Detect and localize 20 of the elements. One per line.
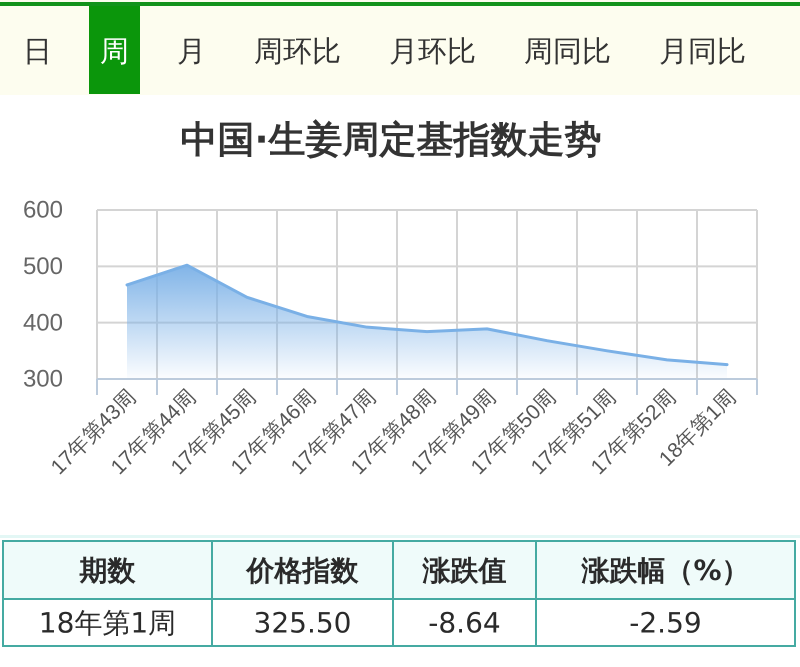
text: 周环比 bbox=[254, 34, 341, 68]
y-tick-label: 400 bbox=[22, 309, 63, 336]
text: 周同比 bbox=[524, 34, 611, 68]
text: 325.50 bbox=[254, 606, 352, 640]
y-tick-label: 300 bbox=[22, 366, 63, 393]
y-tick-label: 500 bbox=[22, 253, 63, 280]
text: 期数 bbox=[78, 554, 136, 587]
text: 月 bbox=[177, 34, 206, 68]
chart-title: 中国·生姜周定基指数走势 bbox=[180, 118, 602, 161]
text: 月环比 bbox=[389, 34, 476, 68]
text: -2.59 bbox=[629, 606, 702, 640]
text: 价格指数 bbox=[246, 554, 360, 587]
text: 日 bbox=[23, 34, 52, 68]
text: 周 bbox=[100, 34, 129, 68]
text: 涨跌幅（%） bbox=[580, 554, 750, 587]
y-tick-label: 600 bbox=[22, 196, 63, 224]
text: 涨跌值 bbox=[422, 554, 506, 587]
text: -8.64 bbox=[428, 606, 501, 640]
text: 18年第1周 bbox=[38, 606, 176, 640]
text: 月同比 bbox=[659, 34, 746, 68]
